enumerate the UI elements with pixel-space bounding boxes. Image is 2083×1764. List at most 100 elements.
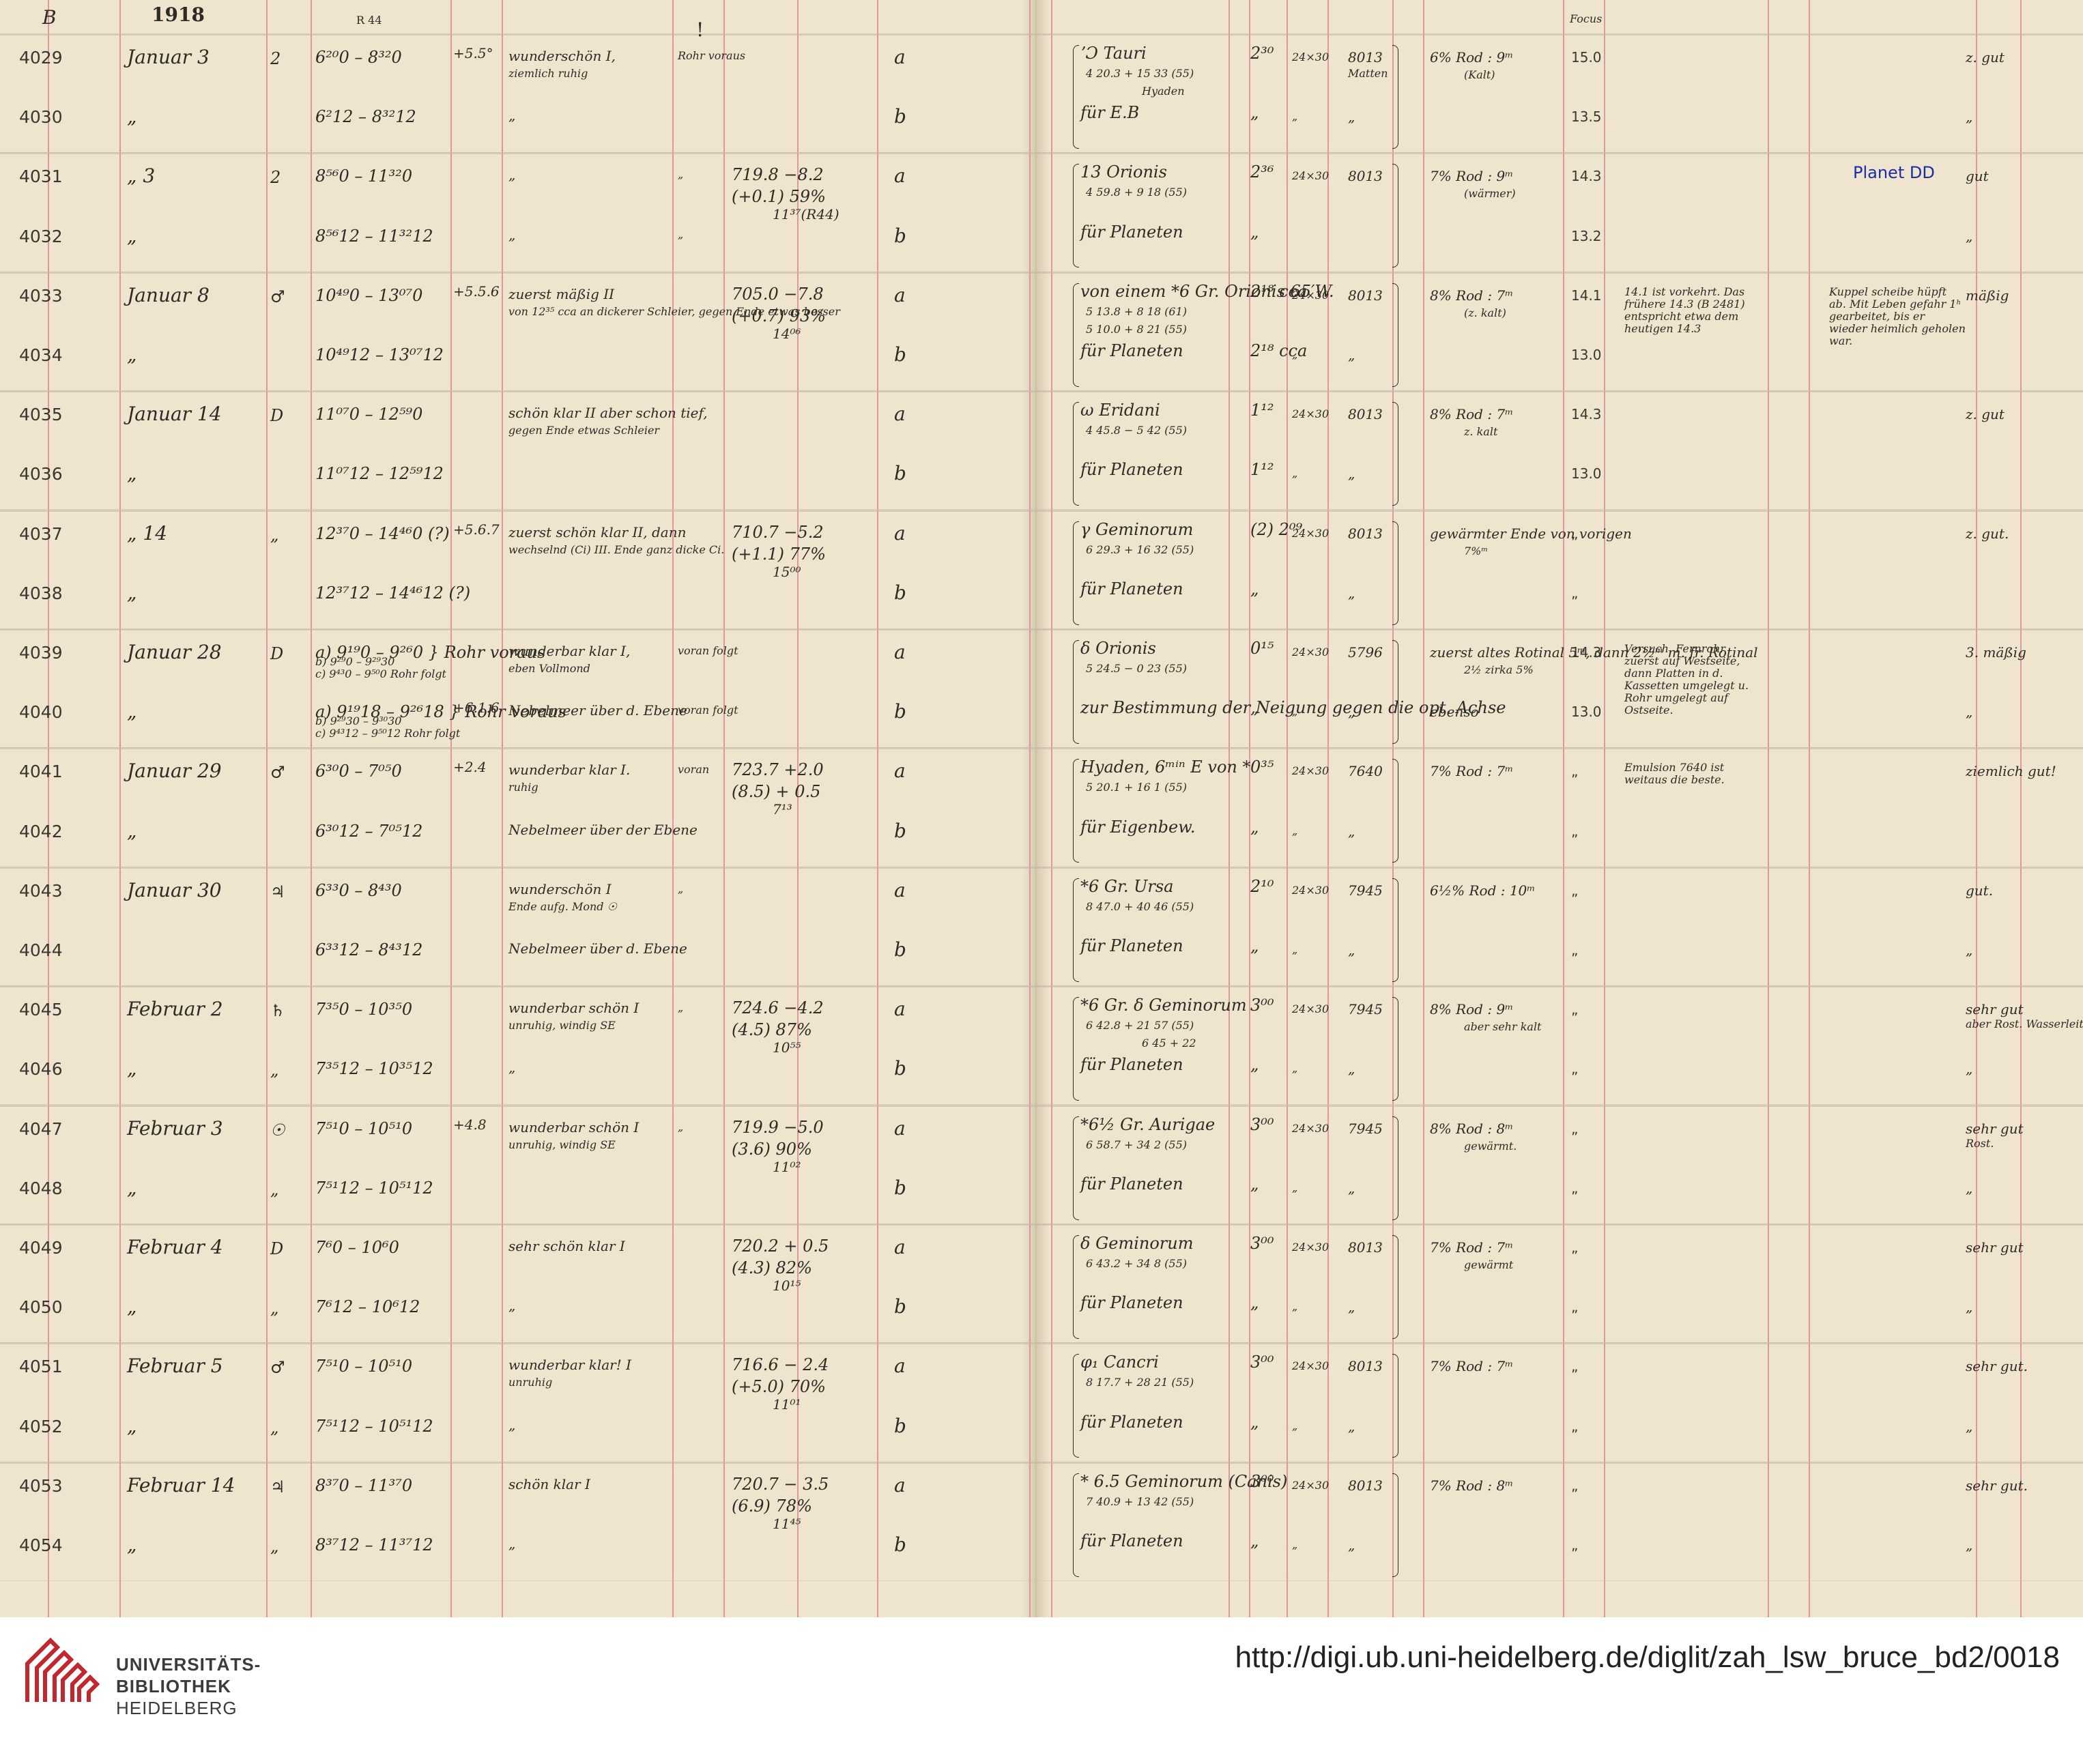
observation-date: „ 14: [127, 521, 168, 545]
row-pair-brace: [1392, 283, 1398, 387]
end-time: 11⁰²: [773, 1158, 801, 1175]
weather-condition: wunderbar klar I.: [508, 762, 631, 779]
exposure-duration: 3⁰⁰: [1250, 996, 1274, 1015]
plate-number: 4039: [19, 643, 63, 663]
row-separator: [0, 1104, 2083, 1107]
focus-value: 13.2: [1571, 227, 1602, 244]
focus-value: „: [1571, 525, 1579, 542]
row-pair-brace: [1073, 640, 1079, 744]
weather-condition: wunderbar klar I,: [508, 643, 631, 659]
target-coordinates: 5 13.8 + 8 18 (61): [1086, 304, 1188, 318]
row-pair-brace: [1073, 1473, 1079, 1577]
barometer-reading: 716.6 − 2.4: [732, 1355, 829, 1375]
exposure-duration: „: [1250, 698, 1259, 718]
row-separator: [0, 152, 2083, 155]
humidity-reading: (3.6) 90%: [732, 1139, 812, 1159]
row-separator: [0, 271, 2083, 274]
weather-condition: zuerst mäßig II: [508, 285, 615, 302]
target-coordinates: 4 45.8 − 5 42 (55): [1086, 424, 1188, 437]
row-pair-brace: [1073, 283, 1079, 387]
book-gutter: [1022, 0, 1050, 1617]
weekday-symbol: „: [270, 1299, 279, 1318]
emulsion-number: 8013: [1348, 1358, 1383, 1375]
row-separator: [0, 866, 2083, 869]
observation-date: „: [127, 819, 137, 842]
focus-value: „: [1571, 942, 1579, 958]
exposure-time: a) 9¹⁹0 – 9²⁶0 } Rohr voraus: [315, 643, 546, 662]
plate-side-letter: b: [894, 819, 906, 842]
column-rule: [119, 0, 121, 1617]
weekday-symbol: D: [270, 644, 284, 663]
target-object: für Planeten: [1080, 1412, 1183, 1432]
plate-side-letter: b: [894, 1057, 906, 1080]
exposure-duration: „: [1250, 1293, 1259, 1313]
exposure-duration: „: [1250, 103, 1259, 123]
row-pair-brace: [1392, 1235, 1398, 1339]
exposure-time: 7³⁵0 – 10³⁵0: [315, 1000, 413, 1020]
source-url-link[interactable]: http://digi.ub.uni-heidelberg.de/diglit/…: [1235, 1640, 2060, 1674]
row-pair-brace: [1073, 1116, 1079, 1220]
focus-value: „: [1571, 1477, 1579, 1494]
plate-number: 4045: [19, 1000, 63, 1020]
target-coordinates: 8 47.0 + 40 46 (55): [1086, 899, 1194, 913]
exposure-duration: 2³⁶: [1250, 162, 1274, 182]
focus-value: 14.1: [1571, 287, 1602, 304]
plate-number: 4047: [19, 1118, 63, 1139]
row-pair-brace: [1073, 164, 1079, 268]
plate-number: 4034: [19, 345, 63, 365]
plate-number: 4029: [19, 48, 63, 68]
row-separator: [0, 747, 2083, 750]
filter-setting: 7% Rod : 7ᵐ: [1430, 763, 1514, 780]
plate-size: „: [1292, 1419, 1298, 1432]
filter-note: gewärmt: [1464, 1258, 1514, 1271]
emulsion-number: „: [1348, 704, 1355, 721]
weekday-symbol: ♂: [270, 763, 285, 783]
plate-side-letter: b: [894, 105, 906, 128]
weather-detail: wechselnd (Ci) III. Ende ganz dicke Ci.: [508, 543, 725, 556]
emulsion-note: Matten: [1348, 67, 1388, 80]
row-pair-brace: [1392, 1116, 1398, 1220]
year-heading: 1918: [152, 3, 205, 26]
observation-date: Januar 8: [127, 283, 210, 306]
column-rule: [266, 0, 268, 1617]
row-separator: [0, 1580, 2083, 1581]
humidity-reading: (+0.7) 93%: [732, 306, 826, 326]
plate-size: 24×30: [1292, 407, 1330, 421]
weather-detail: ruhig: [508, 781, 538, 794]
plate-side-letter: a: [894, 1236, 906, 1258]
emulsion-number: 7945: [1348, 882, 1383, 899]
row-pair-brace: [1073, 521, 1079, 625]
plate-number: 4048: [19, 1178, 63, 1198]
weather-detail: unruhig: [508, 1376, 553, 1389]
plate-side-letter: a: [894, 1355, 906, 1378]
row-pair-brace: [1392, 164, 1398, 268]
target-object: 13 Orionis: [1080, 162, 1167, 182]
remark-text: 14.1 ist vorkehrt. Das frühere 14.3 (B 2…: [1624, 285, 1745, 335]
remark-text: Planet DD: [1853, 163, 1935, 183]
exposure-duration: „: [1250, 1055, 1259, 1075]
weekday-symbol: „: [270, 1060, 279, 1080]
target-coordinates: 6 29.3 + 16 32 (55): [1086, 543, 1194, 556]
weather-condition: zuerst schön klar II, dann: [508, 523, 687, 540]
row-pair-brace: [1392, 640, 1398, 744]
focus-value: „: [1571, 1120, 1579, 1137]
plate-side-letter: b: [894, 938, 906, 961]
weekday-symbol: D: [270, 1239, 284, 1258]
telescope-position: voran folgt: [678, 704, 738, 717]
exposure-duration: „: [1250, 579, 1259, 598]
plate-number: 4044: [19, 940, 63, 960]
temperature: +4.8: [453, 1116, 487, 1133]
exposure-duration: 2¹⁸ cca: [1250, 281, 1308, 301]
emulsion-number: „: [1348, 109, 1355, 126]
weather-condition: wunderbar klar! I: [508, 1357, 632, 1374]
end-time: 11⁰¹: [773, 1396, 801, 1413]
weather-detail: unruhig, windig SE: [508, 1138, 616, 1151]
weather-condition: schön klar II aber schon tief,: [508, 405, 708, 422]
target-coordinates: 6 42.8 + 21 57 (55): [1086, 1019, 1194, 1032]
telescope-position: „: [678, 1001, 684, 1015]
focus-column-label: Focus: [1570, 12, 1603, 25]
exposure-time: 10⁴⁹0 – 13⁰⁷0: [315, 285, 423, 305]
barometer-reading: 720.2 + 0.5: [732, 1237, 829, 1256]
weekday-symbol: ♃: [270, 1477, 285, 1496]
column-rule: [1423, 0, 1424, 1617]
